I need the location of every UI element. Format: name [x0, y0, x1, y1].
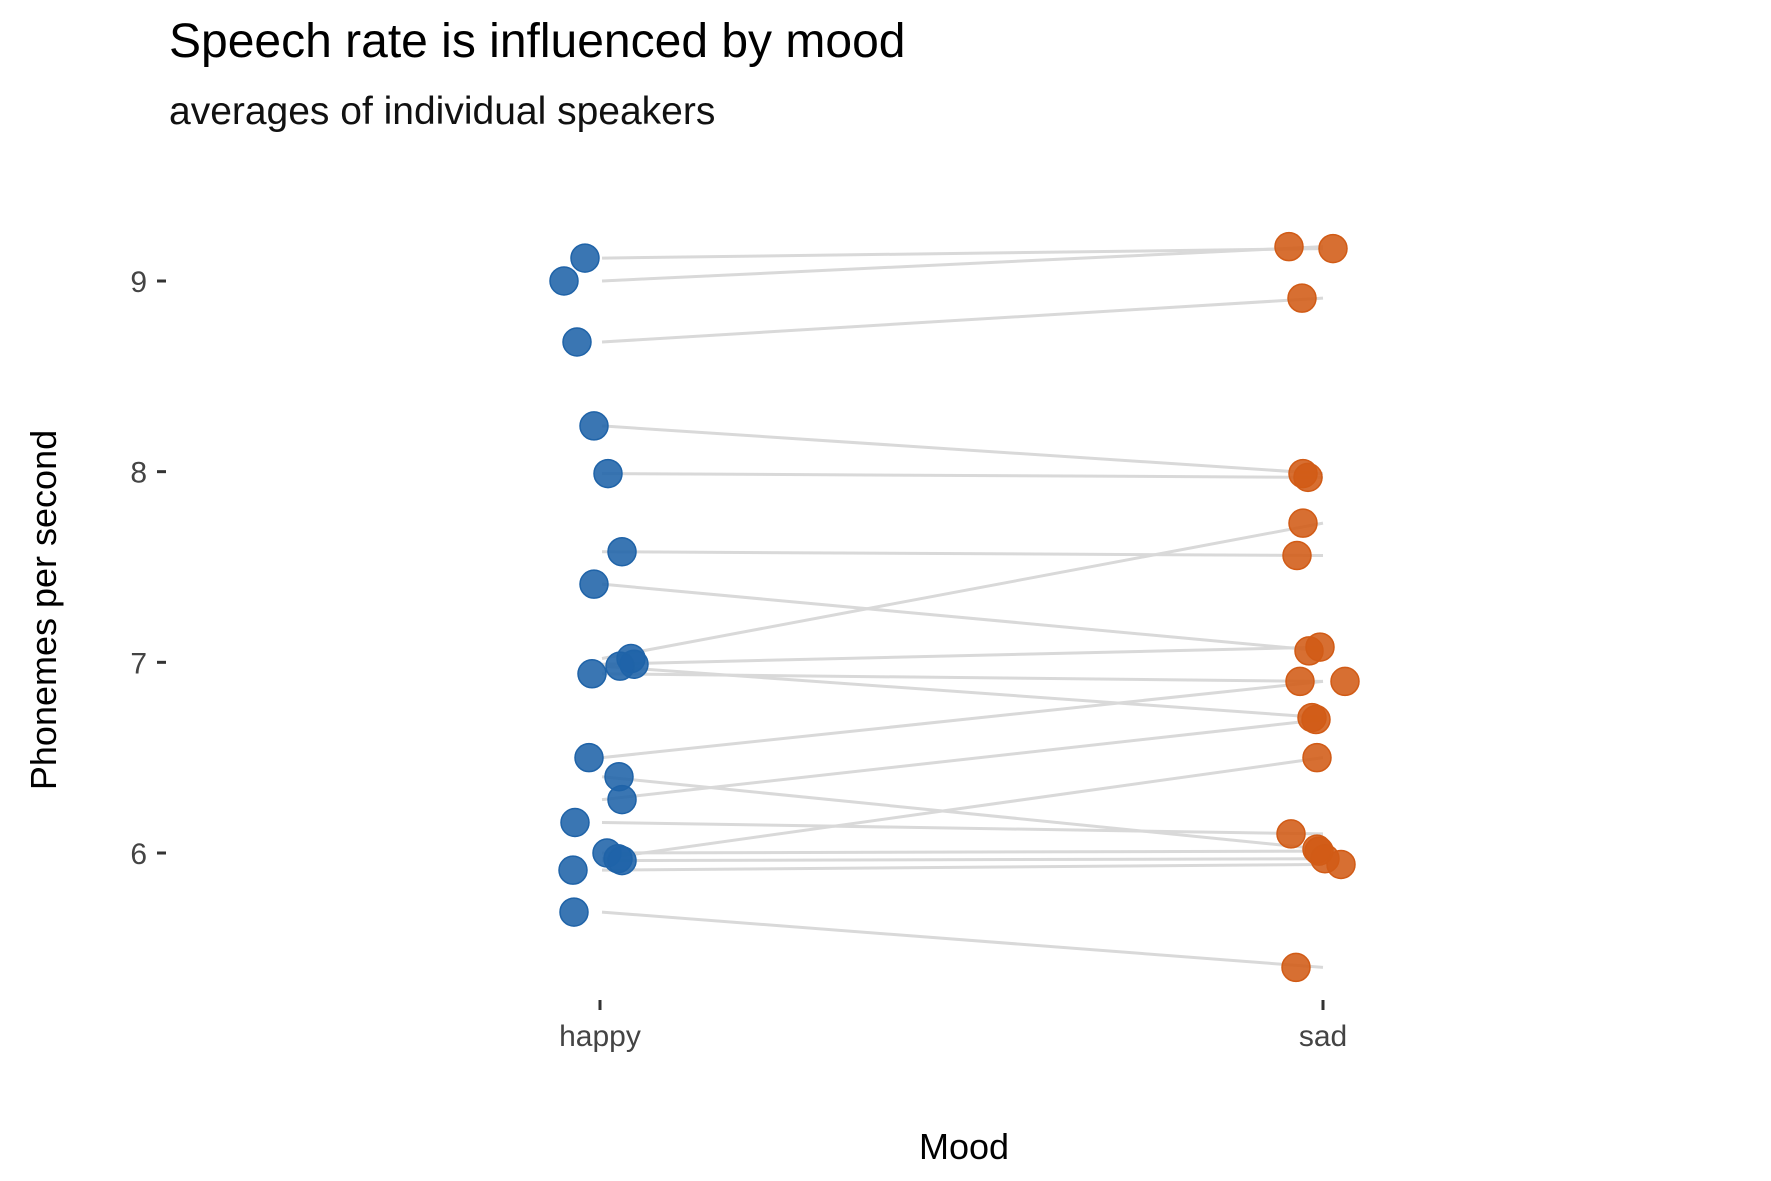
chart-subtitle: averages of individual speakers [169, 90, 716, 133]
connector-line [601, 849, 1324, 855]
happy-point [607, 536, 637, 567]
connector-line [601, 862, 1324, 872]
sad-point [1318, 233, 1348, 264]
sad-points [1274, 231, 1360, 983]
happy-point [562, 327, 592, 357]
connector-line [601, 910, 1324, 969]
connector-line [601, 296, 1324, 344]
connector-line [601, 521, 1324, 660]
connector-line [601, 857, 1324, 863]
x-axis-label: Mood [919, 1126, 1009, 1167]
happy-point [574, 742, 604, 773]
connector-line [601, 582, 1324, 653]
connector-line [601, 679, 1324, 760]
connector-line [601, 424, 1324, 476]
happy-point [607, 845, 637, 876]
sad-point [1330, 666, 1360, 697]
connector-line [601, 247, 1324, 260]
happy-point [607, 784, 637, 815]
y-tick-label: 8 [130, 457, 147, 490]
y-tick-label: 6 [130, 838, 147, 871]
sad-point [1276, 819, 1306, 849]
happy-point [570, 243, 600, 273]
sad-point [1293, 462, 1323, 493]
sad-point [1274, 231, 1304, 262]
sad-point [1285, 666, 1315, 697]
y-axis-label: Phonemes per second [23, 430, 64, 790]
happy-point [558, 855, 588, 885]
connector-line [601, 472, 1324, 479]
y-tick-label: 9 [130, 266, 147, 299]
y-tick-label: 7 [130, 647, 147, 680]
connector-line [601, 245, 1324, 283]
happy-point [579, 411, 609, 441]
happy-point [593, 458, 623, 489]
chart-title: Speech rate is influenced by mood [169, 15, 906, 68]
sad-point [1305, 632, 1335, 662]
connector-line [601, 672, 1324, 683]
x-tick-label: sad [1299, 1020, 1347, 1053]
happy-point [549, 266, 579, 296]
connector-line [601, 718, 1324, 802]
connector-line [601, 775, 1324, 851]
x-axis: happy sad [559, 1000, 1347, 1053]
sad-point [1302, 742, 1332, 773]
sad-point [1288, 508, 1318, 538]
connector-lines [601, 245, 1324, 969]
happy-point [559, 897, 589, 927]
sad-point [1282, 540, 1312, 571]
connector-line [601, 820, 1324, 836]
happy-points [549, 243, 649, 927]
sad-point [1301, 704, 1331, 735]
connector-line [601, 645, 1324, 666]
sad-point [1287, 283, 1317, 313]
connector-line [601, 756, 1324, 861]
sad-point [1326, 849, 1356, 880]
y-axis: 6 7 8 9 [130, 266, 166, 871]
x-tick-label: happy [559, 1020, 641, 1053]
happy-point [560, 807, 590, 838]
happy-point [577, 659, 607, 689]
happy-point [579, 569, 609, 599]
happy-point [605, 651, 635, 681]
connector-line [601, 550, 1324, 558]
sad-point [1281, 952, 1311, 983]
